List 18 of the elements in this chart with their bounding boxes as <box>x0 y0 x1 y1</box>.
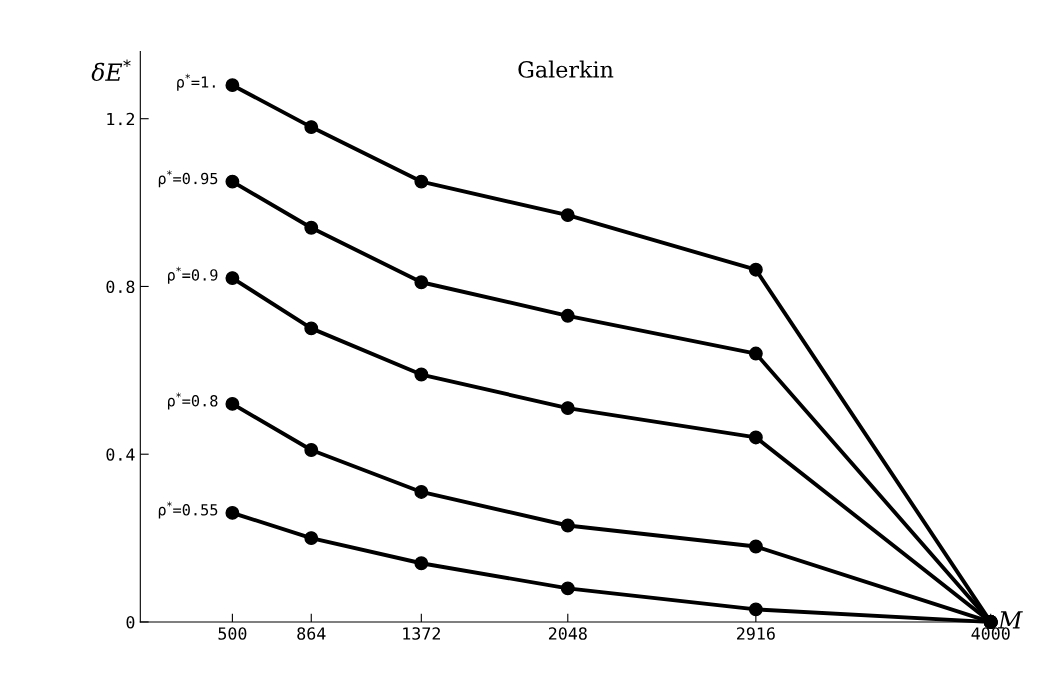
x-tick-label: 2048 <box>548 627 587 640</box>
y-tick-label: 0.8 <box>106 280 135 294</box>
series-label: ρ$^{*}$=1. <box>177 73 215 91</box>
series-label: ρ$^{*}$=0.8 <box>167 392 218 410</box>
x-axis-title: M <box>997 611 1023 629</box>
x-tick-label: 500 <box>218 627 247 640</box>
y-tick-label: 1.2 <box>107 112 135 126</box>
y-axis-title: δE$^{*}$ <box>91 59 131 82</box>
x-tick-label: 864 <box>297 627 326 640</box>
chart-title: Galerkin <box>518 60 614 78</box>
y-tick-label: 0 <box>126 615 135 629</box>
x-tick-label: 1372 <box>403 627 440 640</box>
series-label: ρ$^{*}$=0.9 <box>167 266 218 284</box>
x-tick-label: 2916 <box>737 627 775 640</box>
series-label: ρ$^{*}$=0.55 <box>158 501 218 519</box>
x-tick-label: 4000 <box>971 627 1010 640</box>
series-label: ρ$^{*}$=0.95 <box>158 170 218 188</box>
y-tick-label: 0.4 <box>106 448 135 461</box>
